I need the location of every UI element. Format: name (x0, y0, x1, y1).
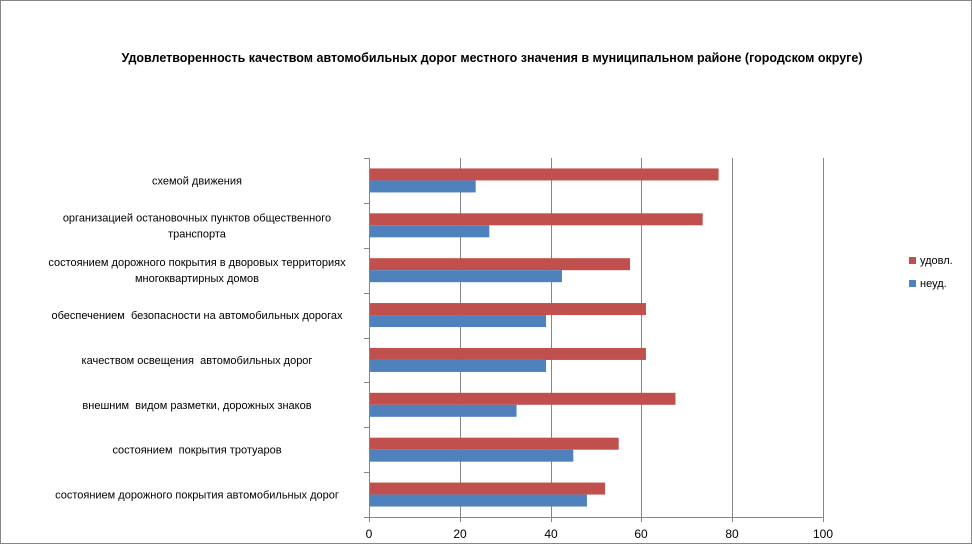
bar-udovl (370, 168, 719, 181)
gridlines (460, 158, 824, 517)
bar-udovl (370, 392, 676, 405)
bar-neud (370, 359, 547, 372)
legend-swatch (909, 257, 916, 264)
bars (370, 168, 719, 507)
x-tick-label: 20 (453, 527, 467, 541)
category-labels: состоянием дорожного покрытия автомобиль… (48, 175, 346, 501)
axes: 0 20 40 60 80 100 (364, 158, 833, 541)
bar-udovl (370, 258, 631, 271)
bar-udovl (370, 213, 703, 226)
x-tick-label: 100 (813, 527, 833, 541)
category-label: организацией остановочных пунктов общест… (63, 212, 331, 224)
x-tick-label: 40 (544, 527, 558, 541)
legend: удовл. неуд. (909, 255, 953, 290)
category-label: транспорта (168, 228, 227, 240)
bar-neud (370, 225, 490, 238)
bar-udovl (370, 303, 646, 316)
bar-udovl (370, 347, 646, 360)
bar-udovl (370, 482, 606, 495)
bar-neud (370, 315, 547, 328)
legend-label: удовл. (920, 255, 953, 267)
category-label: состоянием дорожного покрытия автомобиль… (55, 490, 339, 502)
category-label: качеством освещения автомобильных дорог (82, 355, 313, 367)
chart-title: Удовлетворенность качеством автомобильны… (121, 51, 862, 65)
category-label: многоквартирных домов (135, 273, 259, 285)
category-label: обеспечением безопасности на автомобильн… (51, 310, 343, 322)
legend-swatch (909, 280, 916, 287)
legend-label: неуд. (920, 278, 947, 290)
x-tick-label: 0 (366, 527, 373, 541)
bar-neud (370, 404, 517, 417)
category-label: состоянием дорожного покрытия в дворовых… (48, 257, 346, 269)
bar-neud (370, 494, 587, 507)
x-tick-label: 60 (634, 527, 648, 541)
bar-neud (370, 449, 574, 462)
category-label: состоянием покрытия тротуаров (112, 445, 281, 457)
bar-neud (370, 180, 476, 193)
bar-udovl (370, 437, 619, 450)
category-label: внешним видом разметки, дорожных знаков (82, 400, 311, 412)
bar-neud (370, 270, 562, 283)
category-label: схемой движения (152, 175, 242, 187)
x-tick-label: 80 (725, 527, 739, 541)
